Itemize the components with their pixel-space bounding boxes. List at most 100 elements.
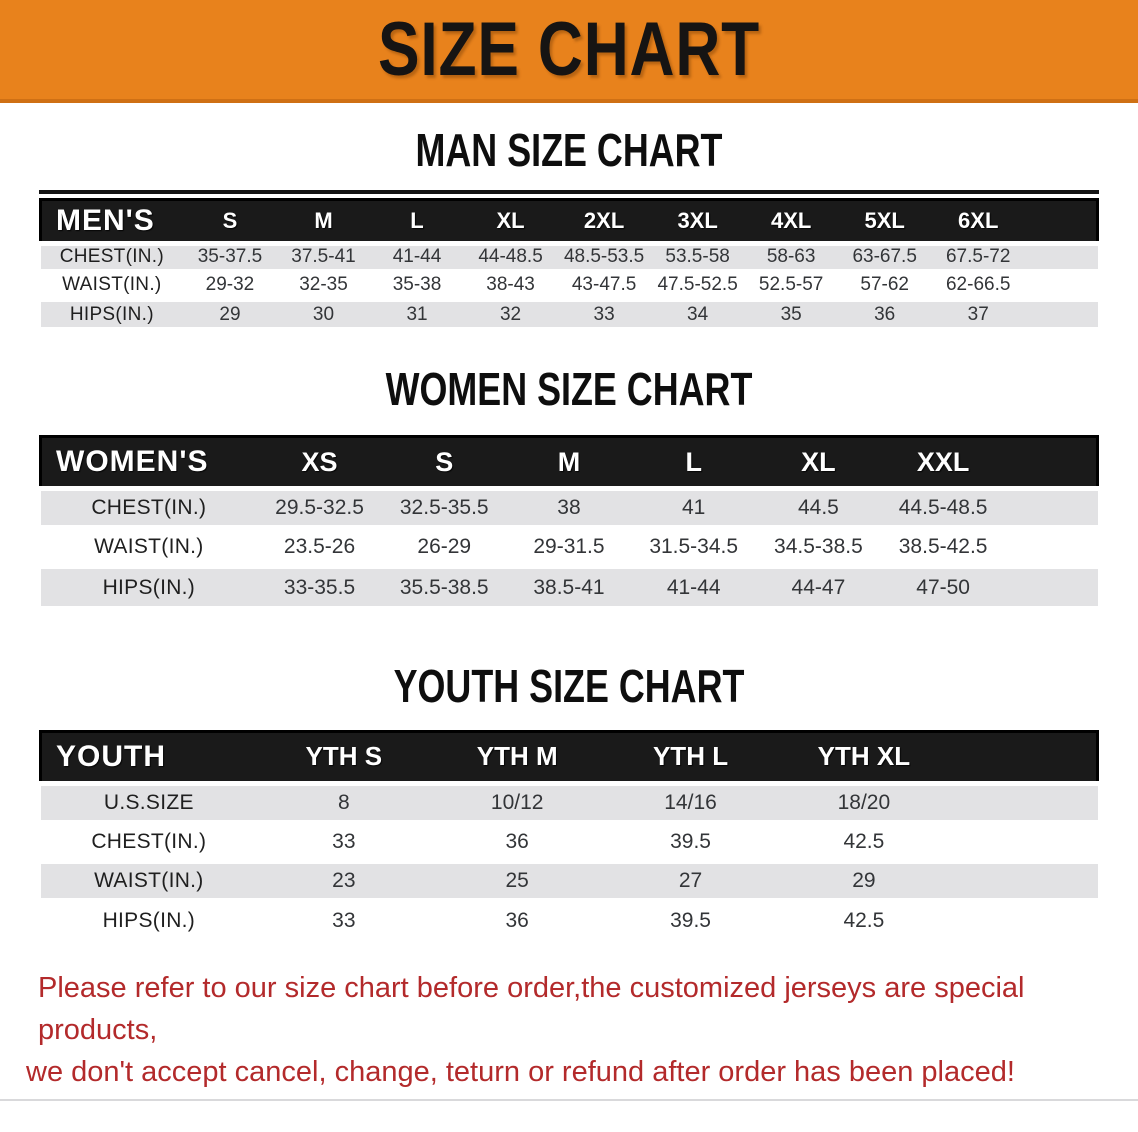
size-value-cell: 62-66.5 <box>931 268 1025 300</box>
size-value-cell: 53.5-58 <box>650 240 745 272</box>
size-value-cell: 35-38 <box>370 268 464 300</box>
table-row: U.S.SIZE 8 10/12 14/16 18/20 <box>40 780 1098 823</box>
size-value-cell: 42.5 <box>777 897 951 940</box>
row-spacer <box>1005 564 1098 606</box>
row-spacer <box>950 897 1098 940</box>
size-value-cell: 41-44 <box>631 564 757 606</box>
footer-line: Please refer to our size chart before or… <box>38 972 1025 1047</box>
size-value-cell: 25 <box>430 858 604 901</box>
size-value-cell: 43-47.5 <box>557 268 651 300</box>
size-value-cell: 38.5-41 <box>506 564 632 606</box>
men-size-table: MEN'S S M L XL 2XL 3XL 4XL 5XL 6XL CHEST(IN.) 35-37… <box>39 197 1099 328</box>
size-value-cell: 31 <box>370 296 464 328</box>
size-value-cell: 32.5-35.5 <box>381 486 507 528</box>
row-label: HIPS(IN.) <box>40 564 258 606</box>
women-section-title: WOMEN SIZE CHART <box>385 363 753 416</box>
column-header: XXL <box>880 435 1006 491</box>
size-value-cell: 36 <box>430 897 604 940</box>
row-label: CHEST(IN.) <box>40 819 258 862</box>
table-row: WAIST(IN.) 23.5-26 26-29 29-31.5 31.5-34.5 34… <box>40 525 1098 567</box>
header-spacer <box>1005 435 1100 491</box>
size-value-cell: 48.5-53.5 <box>557 240 651 272</box>
women-table-wrap: WOMEN'S XS S M L XL XXL CHEST(IN.) 29.5-32.5 32.5… <box>39 435 1100 606</box>
size-value-cell: 35 <box>744 296 838 328</box>
table-row: WAIST(IN.) 29-32 32-35 35-38 38-43 43-47.5 47.… <box>40 268 1098 300</box>
column-header: 6XL <box>931 197 1025 245</box>
size-value-cell: 38-43 <box>463 268 558 300</box>
header-spacer <box>950 729 1099 785</box>
size-value-cell: 29.5-32.5 <box>257 486 382 528</box>
table-top-rule <box>39 189 1099 194</box>
youth-section-title: YOUTH SIZE CHART <box>393 659 745 712</box>
row-label: CHEST(IN.) <box>40 486 258 528</box>
size-value-cell: 33-35.5 <box>257 564 382 606</box>
row-spacer <box>950 780 1098 823</box>
footer-line: we don't accept cancel, change, teturn o… <box>26 1056 1015 1089</box>
size-value-cell: 47-50 <box>880 564 1006 606</box>
bottom-rule <box>0 1099 1138 1102</box>
size-value-cell: 41-44 <box>370 240 464 272</box>
size-value-cell: 29 <box>183 296 277 328</box>
row-spacer <box>1005 486 1098 528</box>
column-header: YTH S <box>257 729 431 785</box>
table-header-row: MEN'S S M L XL 2XL 3XL 4XL 5XL 6XL <box>39 197 1099 245</box>
size-value-cell: 26-29 <box>381 525 507 567</box>
men-size-chart-section: MAN SIZE CHART MEN'S S M L XL 2XL 3XL 4XL 5XL 6XL… <box>0 124 1138 328</box>
size-value-cell: 37 <box>931 296 1025 328</box>
size-value-cell: 31.5-34.5 <box>631 525 757 567</box>
column-header: S <box>183 197 277 245</box>
table-row: CHEST(IN.) 33 36 39.5 42.5 <box>40 819 1098 862</box>
size-value-cell: 37.5-41 <box>276 240 371 272</box>
size-value-cell: 35.5-38.5 <box>381 564 507 606</box>
banner: SIZE CHART <box>0 0 1138 103</box>
size-value-cell: 42.5 <box>777 819 951 862</box>
banner-title: SIZE CHART <box>377 6 761 92</box>
row-label: WAIST(IN.) <box>40 525 258 567</box>
size-value-cell: 33 <box>557 296 651 328</box>
row-label: WAIST(IN.) <box>40 268 184 300</box>
size-value-cell: 35-37.5 <box>183 240 277 272</box>
column-header: XL <box>756 435 881 491</box>
column-header: L <box>370 197 464 245</box>
size-value-cell: 23 <box>257 858 431 901</box>
size-value-cell: 44-48.5 <box>463 240 558 272</box>
women-size-chart-section: WOMEN SIZE CHART WOMEN'S XS S M L XL XXL CHEST(… <box>0 363 1138 606</box>
size-value-cell: 38 <box>506 486 632 528</box>
youth-size-chart-section: YOUTH SIZE CHART YOUTH YTH S YTH M YTH L YTH… <box>0 659 1138 940</box>
size-value-cell: 38.5-42.5 <box>880 525 1006 567</box>
row-spacer <box>950 819 1098 862</box>
size-value-cell: 63-67.5 <box>837 240 932 272</box>
size-value-cell: 39.5 <box>603 897 778 940</box>
column-header: S <box>381 435 507 491</box>
table-row: HIPS(IN.) 33-35.5 35.5-38.5 38.5-41 41-44 44-… <box>40 564 1098 606</box>
size-value-cell: 10/12 <box>430 780 604 823</box>
column-header: 4XL <box>744 197 838 245</box>
table-group-label: MEN'S <box>39 197 184 245</box>
size-value-cell: 33 <box>257 897 431 940</box>
size-value-cell: 23.5-26 <box>257 525 382 567</box>
size-value-cell: 14/16 <box>603 780 778 823</box>
youth-size-table: YOUTH YTH S YTH M YTH L YTH XL U.S.SIZE 8 10/12… <box>39 729 1099 940</box>
size-value-cell: 18/20 <box>777 780 951 823</box>
column-header: 2XL <box>557 197 651 245</box>
row-label: U.S.SIZE <box>40 780 258 823</box>
women-size-table: WOMEN'S XS S M L XL XXL CHEST(IN.) 29.5-32.5 32.5… <box>39 435 1100 606</box>
size-value-cell: 41 <box>631 486 757 528</box>
size-value-cell: 29 <box>777 858 951 901</box>
size-value-cell: 29-31.5 <box>506 525 632 567</box>
row-label: CHEST(IN.) <box>40 240 184 272</box>
size-value-cell: 36 <box>837 296 932 328</box>
size-value-cell: 52.5-57 <box>744 268 838 300</box>
column-header: M <box>276 197 371 245</box>
size-value-cell: 36 <box>430 819 604 862</box>
size-value-cell: 39.5 <box>603 819 778 862</box>
table-header-row: WOMEN'S XS S M L XL XXL <box>39 435 1100 491</box>
size-value-cell: 47.5-52.5 <box>650 268 745 300</box>
table-row: HIPS(IN.) 29 30 31 32 33 34 35 36 37 <box>40 296 1098 328</box>
table-group-label: YOUTH <box>39 729 258 785</box>
size-value-cell: 58-63 <box>744 240 838 272</box>
table-group-label: WOMEN'S <box>39 435 258 491</box>
footer-note: Please refer to our size chart before or… <box>0 967 1138 1093</box>
column-header: YTH M <box>430 729 604 785</box>
